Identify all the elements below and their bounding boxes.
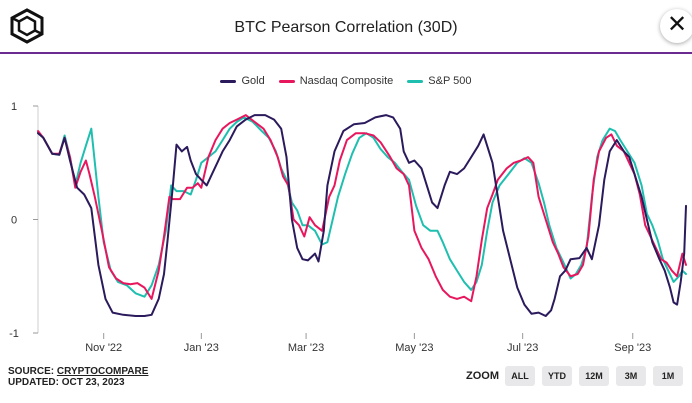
x-tick-label: May '23: [395, 342, 433, 354]
chart-legend: Gold Nasdaq Composite S&P 500: [0, 75, 692, 87]
source-note: SOURCE: CRYPTOCOMPARE UPDATED: OCT 23, 2…: [8, 366, 148, 388]
y-tick-label: -1: [9, 328, 19, 340]
series-line-sp500: [37, 116, 687, 298]
updated-note: UPDATED: OCT 23, 2023: [8, 377, 125, 388]
zoom-label: ZOOM: [466, 370, 499, 382]
series-line-nasdaq: [37, 114, 687, 303]
y-tick-label: 0: [11, 215, 17, 227]
correlation-chart: -1 0 1 Nov '22 Jan '23 Mar '23 May '23 Jul '23 S…: [9, 101, 687, 354]
zoom-ytd-button[interactable]: YTD: [542, 366, 572, 386]
zoom-all-button[interactable]: ALL: [505, 366, 535, 386]
close-button[interactable]: ✕: [660, 9, 692, 43]
source-prefix: SOURCE:: [8, 366, 57, 377]
x-tick-label: Jan '23: [184, 342, 219, 354]
x-tick-label: Sep '23: [614, 342, 651, 354]
legend-swatch-sp500: [407, 79, 424, 83]
legend-label-sp500: S&P 500: [428, 75, 472, 87]
zoom-12m-button[interactable]: 12M: [579, 366, 609, 386]
legend-item-gold[interactable]: Gold: [220, 75, 265, 87]
legend-item-sp500[interactable]: S&P 500: [407, 75, 472, 87]
legend-swatch-nasdaq: [278, 79, 295, 83]
y-tick-label: 1: [11, 101, 17, 113]
legend-label-nasdaq: Nasdaq Composite: [299, 75, 394, 87]
chart-title: BTC Pearson Correlation (30D): [234, 19, 458, 36]
x-tick-label: Mar '23: [288, 342, 324, 354]
legend-item-nasdaq[interactable]: Nasdaq Composite: [278, 75, 394, 87]
zoom-1m-button[interactable]: 1M: [653, 366, 683, 386]
zoom-3m-button[interactable]: 3M: [616, 366, 646, 386]
close-icon[interactable]: ✕: [666, 11, 688, 38]
zoom-button-group: ALL YTD 12M 3M 1M: [505, 366, 683, 386]
legend-label-gold: Gold: [241, 75, 265, 87]
x-tick-label: Nov '22: [85, 342, 122, 354]
series-line-gold: [37, 114, 687, 317]
source-link[interactable]: CRYPTOCOMPARE: [56, 366, 149, 377]
title-divider: [0, 52, 692, 54]
legend-swatch-gold: [220, 79, 237, 83]
cube-logo-icon: [10, 8, 44, 44]
x-tick-label: Jul '23: [507, 342, 538, 354]
